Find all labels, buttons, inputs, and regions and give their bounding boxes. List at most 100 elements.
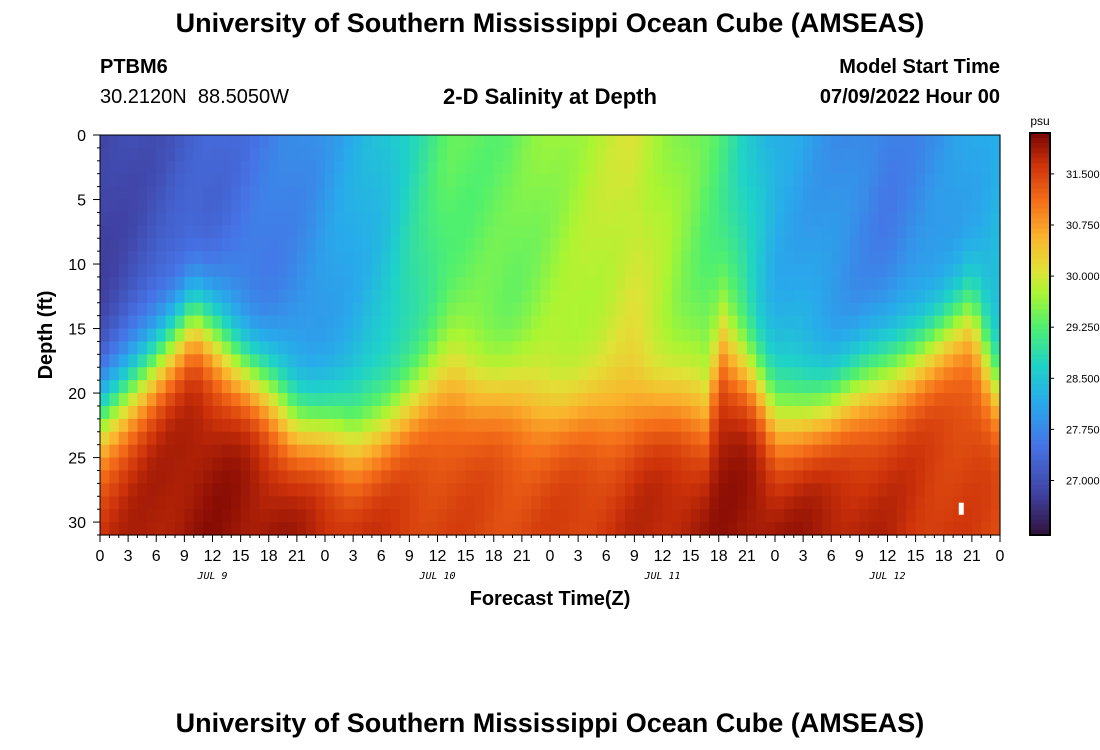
heatmap-cell [353,457,364,472]
colorbar-band [1030,504,1050,511]
heatmap-cell [981,380,992,394]
heatmap-cell [821,483,832,497]
heatmap-cell [512,405,523,420]
heatmap-cell [550,289,560,304]
heatmap-cell [906,418,917,433]
heatmap-cell [953,354,964,368]
heatmap-cell [578,264,589,278]
heatmap-cell [934,199,945,214]
heatmap-cell [493,276,504,291]
heatmap-cell [859,328,870,343]
heatmap-cell [156,251,167,265]
colorbar-band [1030,344,1050,350]
colorbar-band [1030,198,1050,204]
heatmap-cell [371,509,382,523]
heatmap-cell [681,418,692,433]
heatmap-cell [250,199,260,214]
heatmap-cell [943,457,954,472]
heatmap-cell [653,470,664,484]
heatmap-cell [718,238,729,252]
heatmap-cell [709,393,720,407]
heatmap-cell [362,341,373,355]
heatmap-cell [662,147,673,162]
heatmap-cell [409,147,420,162]
heatmap-cell [700,173,710,188]
heatmap-cell [109,483,120,497]
heatmap-cell [568,354,579,368]
heatmap-cell [250,238,260,252]
heatmap-cell [709,315,720,330]
heatmap-cell [971,405,982,420]
heatmap-cell [550,212,560,226]
heatmap-cell [981,431,992,446]
heatmap-cell [962,173,973,188]
heatmap-cell [100,380,110,394]
heatmap-cell [606,147,617,162]
heatmap-cell [343,173,354,188]
heatmap-cell [156,289,167,304]
heatmap-cell [690,289,701,304]
heatmap-cell [325,328,335,343]
heatmap-cell [756,135,767,149]
heatmap-cell [296,380,307,394]
heatmap-cell [915,302,926,317]
heatmap-cell [943,264,954,278]
heatmap-cell [887,380,898,394]
heatmap-cell [765,341,776,355]
heatmap-cell [765,405,776,420]
heatmap-cell [193,276,204,291]
heatmap-cell [437,302,448,317]
heatmap-cell [634,431,645,446]
heatmap-cell [709,135,720,149]
heatmap-cell [503,509,514,523]
heatmap-cell [643,147,654,162]
heatmap-cell [390,212,401,226]
heatmap-cell [896,147,907,162]
heatmap-cell [343,289,354,304]
heatmap-cell [662,186,673,201]
heatmap-cell [559,315,570,330]
heatmap-cell [653,160,664,175]
heatmap-cell [193,470,204,484]
heatmap-cell [184,238,195,252]
heatmap-cell [353,186,364,201]
heatmap-cell [925,341,935,355]
heatmap-cell [306,199,317,214]
heatmap-cell [381,470,392,484]
heatmap-cell [896,289,907,304]
heatmap-cell [934,328,945,343]
heatmap-cell [390,405,401,420]
heatmap-cell [521,522,532,536]
heatmap-cell [231,380,242,394]
heatmap-cell [268,522,279,536]
heatmap-cell [465,238,476,252]
heatmap-cell [390,431,401,446]
heatmap-cell [859,522,870,536]
heatmap-cell [343,328,354,343]
heatmap-cell [184,302,195,317]
heatmap-cell [278,405,289,420]
heatmap-cell [306,380,317,394]
heatmap-cell [859,173,870,188]
heatmap-cell [334,431,345,446]
heatmap-cell [568,509,579,523]
heatmap-cell [296,405,307,420]
heatmap-cell [587,483,598,497]
x-tick-label: 0 [771,548,780,565]
heatmap-cell [259,135,270,149]
x-tick-label: 15 [457,548,475,565]
heatmap-cell [943,405,954,420]
heatmap-cell [362,367,373,381]
heatmap-cell [700,199,710,214]
heatmap-cell [878,225,889,239]
heatmap-cell [465,328,476,343]
heatmap-cell [634,225,645,239]
heatmap-cell [334,405,345,420]
heatmap-cell [653,276,664,291]
heatmap-cell [203,483,214,497]
heatmap-cell [296,393,307,407]
heatmap-cell [878,199,889,214]
heatmap-cell [681,522,692,536]
colorbar-band [1030,138,1050,144]
colorbar-band [1030,283,1050,290]
